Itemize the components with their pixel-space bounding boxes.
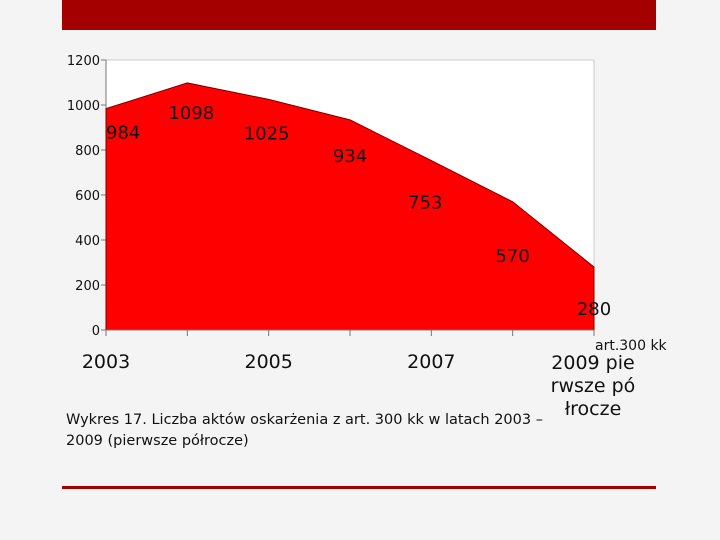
data-label: 1025 — [244, 123, 290, 144]
y-tick-label: 1000 — [67, 99, 100, 114]
y-tick-label: 200 — [75, 279, 100, 294]
data-label: 280 — [577, 299, 611, 320]
y-tick-label: 400 — [75, 234, 100, 249]
last-category-label: 2009 pierwsze półrocze — [550, 352, 636, 420]
y-tick-label: 800 — [75, 144, 100, 159]
data-labels: 984 1098 1025 934 753 570 280 — [106, 103, 611, 320]
bottom-rule — [62, 486, 656, 489]
y-tick-label: 1200 — [67, 54, 100, 69]
y-tick-label: 0 — [92, 324, 100, 339]
x-tick-label: 2005 — [244, 351, 292, 373]
title-bar — [62, 0, 656, 30]
legend-entry: art.300 kk — [595, 338, 667, 354]
y-tick-label: 600 — [75, 189, 100, 204]
data-label: 753 — [408, 193, 442, 214]
series-area-art-300-kk — [105, 82, 595, 331]
data-label: 1098 — [168, 103, 214, 124]
y-axis: 0 200 400 600 800 1000 1200 — [67, 54, 107, 339]
chart-caption: Wykres 17. Liczba aktów oskarżenia z art… — [66, 412, 543, 449]
x-tick-label: 2003 — [82, 351, 130, 373]
data-label: 984 — [106, 123, 140, 144]
data-label: 570 — [495, 246, 529, 267]
x-axis: 2003 2005 2007 — [82, 329, 595, 373]
data-label: 934 — [333, 146, 367, 167]
x-tick-label: 2007 — [407, 351, 455, 373]
